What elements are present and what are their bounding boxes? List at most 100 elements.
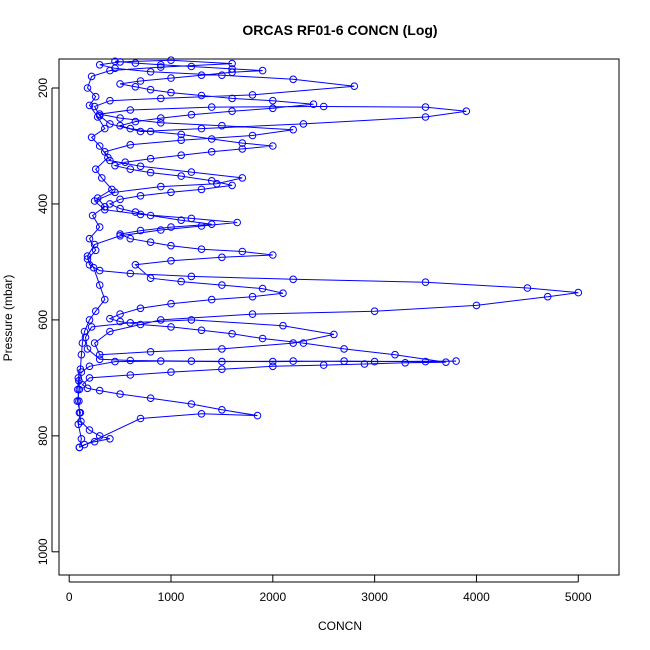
plot-frame (58, 58, 620, 576)
data-point (111, 161, 119, 170)
data-point (126, 124, 135, 133)
data-point (187, 316, 196, 324)
data-point (98, 174, 106, 182)
data-point (421, 357, 430, 366)
data-point (218, 121, 226, 130)
data-point (116, 58, 124, 66)
data-point (136, 226, 145, 235)
data-point (146, 68, 155, 76)
data-point (472, 301, 481, 310)
data-point (462, 107, 471, 115)
data-point (106, 120, 114, 128)
data-point (83, 84, 92, 92)
data-point (121, 158, 129, 166)
data-point (167, 241, 175, 250)
data-point (90, 437, 99, 446)
data-point (74, 385, 82, 394)
data-point (91, 246, 100, 255)
data-point (177, 277, 185, 286)
data-point (279, 321, 287, 330)
data-point (91, 165, 100, 173)
data-point (228, 181, 236, 190)
data-point (248, 310, 257, 318)
data-point (87, 133, 96, 142)
data-point (83, 252, 92, 260)
data-point (75, 397, 83, 405)
x-tick-label: 3000 (361, 590, 388, 604)
data-point (81, 333, 90, 342)
data-point (258, 66, 267, 75)
data-point (157, 94, 165, 103)
data-point (85, 362, 94, 371)
data-point (101, 148, 109, 156)
data-point (340, 357, 348, 365)
data-point (167, 188, 175, 197)
data-point (207, 148, 216, 156)
data-point (197, 185, 206, 194)
series-line (76, 59, 579, 448)
data-point (146, 154, 155, 163)
x-tick-label: 0 (66, 590, 73, 604)
data-point (197, 71, 206, 79)
data-point (218, 365, 226, 374)
data-point (269, 362, 277, 371)
data-point (85, 316, 94, 324)
data-point (87, 323, 96, 331)
data-point (167, 257, 175, 265)
data-point (146, 168, 155, 177)
data-point (106, 327, 114, 336)
data-point (108, 185, 116, 194)
data-point (350, 82, 359, 90)
data-point (207, 295, 216, 304)
data-point (238, 247, 247, 256)
data-point (136, 162, 145, 171)
data-point (218, 253, 226, 262)
data-point (218, 406, 226, 414)
data-point (78, 381, 87, 389)
data-point (299, 120, 308, 128)
data-point (85, 234, 94, 243)
data-point (442, 358, 450, 367)
data-point (83, 345, 92, 353)
data-point (187, 168, 196, 176)
data-point (136, 192, 145, 200)
data-point (233, 218, 241, 227)
data-point (523, 284, 532, 292)
data-point (89, 263, 98, 272)
data-point (95, 61, 104, 69)
data-point (95, 386, 104, 395)
data-point (421, 278, 430, 287)
data-point (126, 356, 135, 365)
data-point (116, 230, 124, 238)
data-point (136, 414, 145, 423)
data-point (87, 72, 96, 81)
data-point (197, 326, 206, 335)
data-point (289, 75, 298, 84)
data-point (131, 208, 140, 216)
y-tick-label: 600 (36, 310, 50, 330)
data-point (95, 223, 104, 231)
data-point (258, 284, 267, 293)
data-point (360, 360, 369, 368)
x-axis-label: CONCN (318, 619, 362, 633)
data-point (91, 307, 100, 316)
data-point (95, 432, 104, 440)
data-point (95, 281, 104, 289)
data-point (146, 211, 155, 220)
data-point (421, 103, 430, 111)
data-point (75, 443, 84, 452)
x-tick-label: 4000 (463, 590, 490, 604)
data-point (543, 292, 552, 301)
data-point (116, 390, 124, 398)
data-point (218, 345, 226, 353)
data-point (574, 288, 583, 297)
data-point (207, 177, 216, 185)
data-point (93, 113, 102, 121)
data-point (289, 357, 298, 365)
data-point (76, 365, 85, 374)
data-point (187, 357, 196, 365)
series-layer (73, 56, 583, 452)
chart-title: ORCAS RF01-6 CONCN (Log) (242, 22, 437, 38)
data-point (177, 151, 185, 159)
data-point (167, 223, 175, 231)
